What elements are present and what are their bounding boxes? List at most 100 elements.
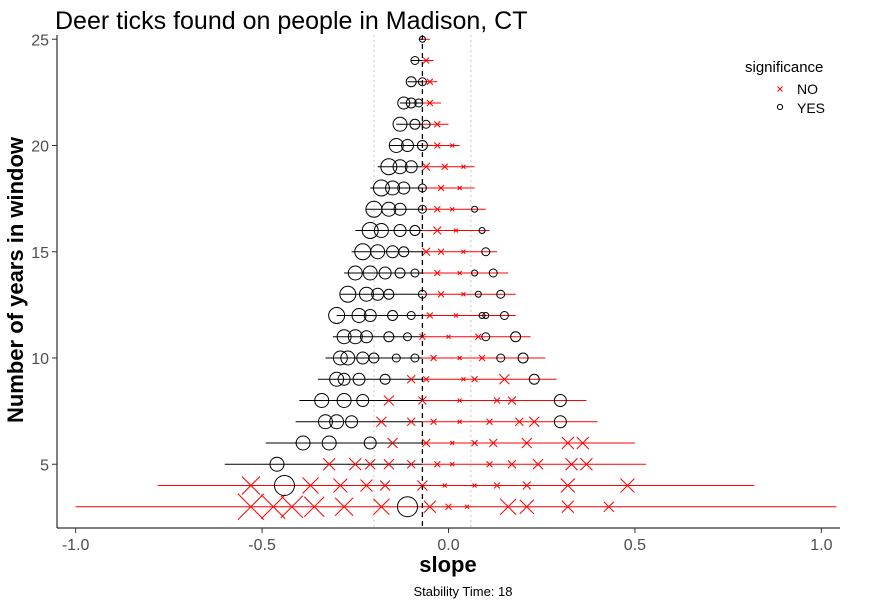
point-not-significant <box>620 478 635 493</box>
point-not-significant <box>364 458 376 470</box>
point-not-significant <box>561 500 575 514</box>
point-not-significant <box>421 247 431 257</box>
point-significant <box>392 159 408 175</box>
point-not-significant <box>348 457 362 471</box>
point-significant <box>352 372 366 386</box>
legend-label-no: NO <box>797 81 818 97</box>
point-not-significant <box>561 436 575 450</box>
point-not-significant <box>387 437 398 449</box>
point-significant <box>363 309 377 322</box>
point-not-significant <box>442 483 448 488</box>
point-not-significant <box>453 313 459 318</box>
point-significant <box>410 268 420 278</box>
point-not-significant <box>373 498 390 516</box>
y-tick-label: 25 <box>31 32 49 49</box>
point-significant <box>406 311 416 320</box>
point-not-significant <box>461 376 466 382</box>
x-tick-label: 0.0 <box>437 537 459 554</box>
point-not-significant <box>461 164 466 170</box>
point-not-significant <box>418 396 427 405</box>
point-significant <box>482 312 490 319</box>
point-not-significant <box>486 460 493 468</box>
point-significant <box>410 353 420 363</box>
point-not-significant <box>422 375 430 383</box>
x-tick-label: -0.5 <box>248 537 276 554</box>
point-significant <box>392 116 408 132</box>
point-significant <box>378 266 392 280</box>
y-tick-label: 15 <box>31 245 49 262</box>
point-significant <box>339 285 357 303</box>
point-not-significant <box>426 78 434 86</box>
y-axis-title: Number of years in window <box>3 136 28 423</box>
point-not-significant <box>478 354 486 362</box>
x-axis-title: slope <box>419 552 476 577</box>
point-significant <box>404 160 418 174</box>
point-significant <box>510 331 522 343</box>
point-significant <box>336 393 352 408</box>
point-not-significant <box>499 373 510 385</box>
legend-symbol-yes-circle-icon <box>776 103 784 111</box>
point-significant <box>380 158 398 176</box>
point-not-significant <box>519 499 535 515</box>
point-not-significant <box>507 396 517 405</box>
point-not-significant <box>383 458 395 470</box>
point-not-significant <box>437 290 445 298</box>
point-significant <box>405 97 417 109</box>
point-not-significant <box>464 504 470 510</box>
point-not-significant <box>449 440 455 446</box>
point-not-significant <box>457 398 463 403</box>
point-not-significant <box>333 478 348 493</box>
point-not-significant <box>521 437 533 449</box>
y-tick-label: 10 <box>31 351 49 368</box>
point-not-significant <box>302 477 319 494</box>
point-significant <box>553 394 567 407</box>
x-axis-ticks: -1.0 -0.5 0.0 0.5 1.0 <box>62 528 833 554</box>
point-significant <box>393 202 407 216</box>
point-not-significant <box>471 375 478 383</box>
point-not-significant <box>449 461 455 467</box>
point-significant <box>295 435 311 451</box>
point-not-significant <box>507 459 517 469</box>
point-not-significant <box>433 142 441 149</box>
point-significant <box>388 138 404 153</box>
point-not-significant <box>603 501 615 513</box>
point-not-significant <box>522 481 532 490</box>
point-not-significant <box>457 355 463 361</box>
point-not-significant <box>532 458 544 470</box>
legend-symbol-no-x-icon <box>777 86 783 92</box>
stability-time-caption: Stability Time: 18 <box>414 584 513 599</box>
point-significant <box>345 415 359 429</box>
point-significant <box>329 414 345 430</box>
x-tick-label: 1.0 <box>810 537 832 554</box>
point-not-significant <box>576 436 590 450</box>
point-significant <box>368 352 380 364</box>
point-not-significant <box>474 333 482 341</box>
point-not-significant <box>432 226 442 235</box>
point-significant <box>410 56 420 65</box>
point-not-significant <box>421 438 431 448</box>
point-significant <box>370 244 386 260</box>
point-not-significant <box>488 438 498 448</box>
point-significant <box>553 415 567 429</box>
point-significant <box>400 139 414 152</box>
point-significant <box>373 223 389 238</box>
point-significant <box>273 475 295 496</box>
point-not-significant <box>421 162 431 172</box>
point-significant <box>409 118 421 130</box>
point-not-significant <box>437 184 445 192</box>
point-not-significant <box>433 460 441 468</box>
point-significant <box>421 119 431 129</box>
point-significant <box>391 353 401 363</box>
point-significant <box>385 180 401 196</box>
legend-label-yes: YES <box>797 100 825 116</box>
point-not-significant <box>580 457 593 471</box>
point-significant <box>405 76 417 88</box>
point-significant <box>397 181 411 195</box>
point-not-significant <box>565 457 578 471</box>
point-not-significant <box>237 493 265 521</box>
point-not-significant <box>379 480 391 491</box>
point-significant <box>396 496 418 518</box>
point-significant <box>528 373 540 385</box>
point-significant <box>361 222 379 239</box>
point-significant <box>351 308 367 323</box>
